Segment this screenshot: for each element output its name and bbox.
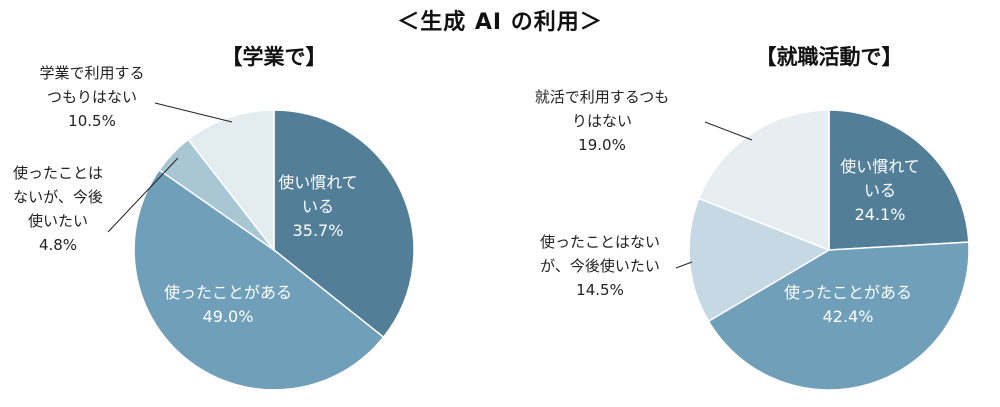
chart-title: 【就職活動で】 [756, 45, 903, 69]
pie-slice [707, 241, 970, 391]
pie-slice [133, 168, 385, 391]
pie-chart-1: 【学業で】使い慣れている 35.7% 使ったことがある 49.0% 使ったことはないが、… [13, 45, 415, 391]
pie-slice [828, 109, 970, 251]
pie-slice [187, 109, 275, 253]
slice-label: 使い慣れている 24.1% [840, 157, 920, 224]
leader-line [107, 157, 179, 233]
leader-line [675, 261, 693, 269]
pie-slice [273, 109, 415, 339]
pie-slice [697, 109, 830, 252]
slice-label: 使ったことはないが、今後使いたい 14.5% [540, 233, 660, 299]
slice-label: 使ったことはないが、今後使いたい 4.8% [13, 164, 103, 254]
leader-line [154, 102, 233, 123]
page-title: ＜生成 AI の利用＞ [397, 10, 603, 35]
slice-label: 就活で利用するつもりはない 19.0% [535, 88, 669, 154]
leader-line [704, 121, 753, 141]
slice-label: 使ったことがある 42.4% [784, 283, 912, 326]
pie-slice [688, 197, 831, 323]
slice-label: 学業で利用するつもりはない 10.5% [39, 64, 144, 130]
slice-label: 使ったことがある 49.0% [164, 283, 292, 326]
slice-label: 使い慣れている 35.7% [278, 173, 358, 240]
chart-title: 【学業で】 [222, 45, 327, 69]
pie-chart-2: 【就職活動で】使い慣れている 24.1% 使ったことがある 42.4% 使ったことはない… [535, 45, 970, 391]
